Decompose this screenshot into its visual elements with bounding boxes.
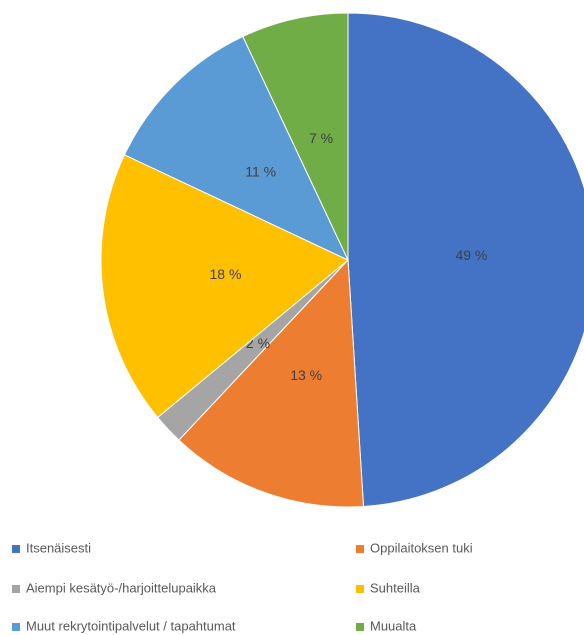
legend-label: Suhteilla <box>370 580 421 595</box>
pie-slice <box>347 12 584 508</box>
data-label: 18 % <box>210 266 242 282</box>
pie-slice <box>178 258 365 508</box>
legend-label: Aiempi kesätyö-/harjoittelupaikka <box>26 580 217 595</box>
legend-swatch <box>356 545 364 553</box>
legend-label: Muut rekrytointipalvelut / tapahtumat <box>26 618 236 633</box>
legend-label: Muualta <box>370 618 417 633</box>
legend-swatch <box>12 585 20 593</box>
legend-label: Itsenäisesti <box>26 540 91 555</box>
pie-slice <box>123 35 350 262</box>
legend-swatch <box>356 585 364 593</box>
legend-label: Oppilaitoksen tuki <box>370 540 473 555</box>
data-label: 13 % <box>290 367 322 383</box>
pie-slice <box>242 12 349 261</box>
legend-swatch <box>12 623 20 631</box>
legend-swatch <box>12 545 20 553</box>
pie-slice <box>100 154 349 419</box>
legend-swatch <box>356 623 364 631</box>
data-label: 7 % <box>309 130 333 146</box>
data-label: 49 % <box>455 247 487 263</box>
data-label: 11 % <box>245 163 276 179</box>
